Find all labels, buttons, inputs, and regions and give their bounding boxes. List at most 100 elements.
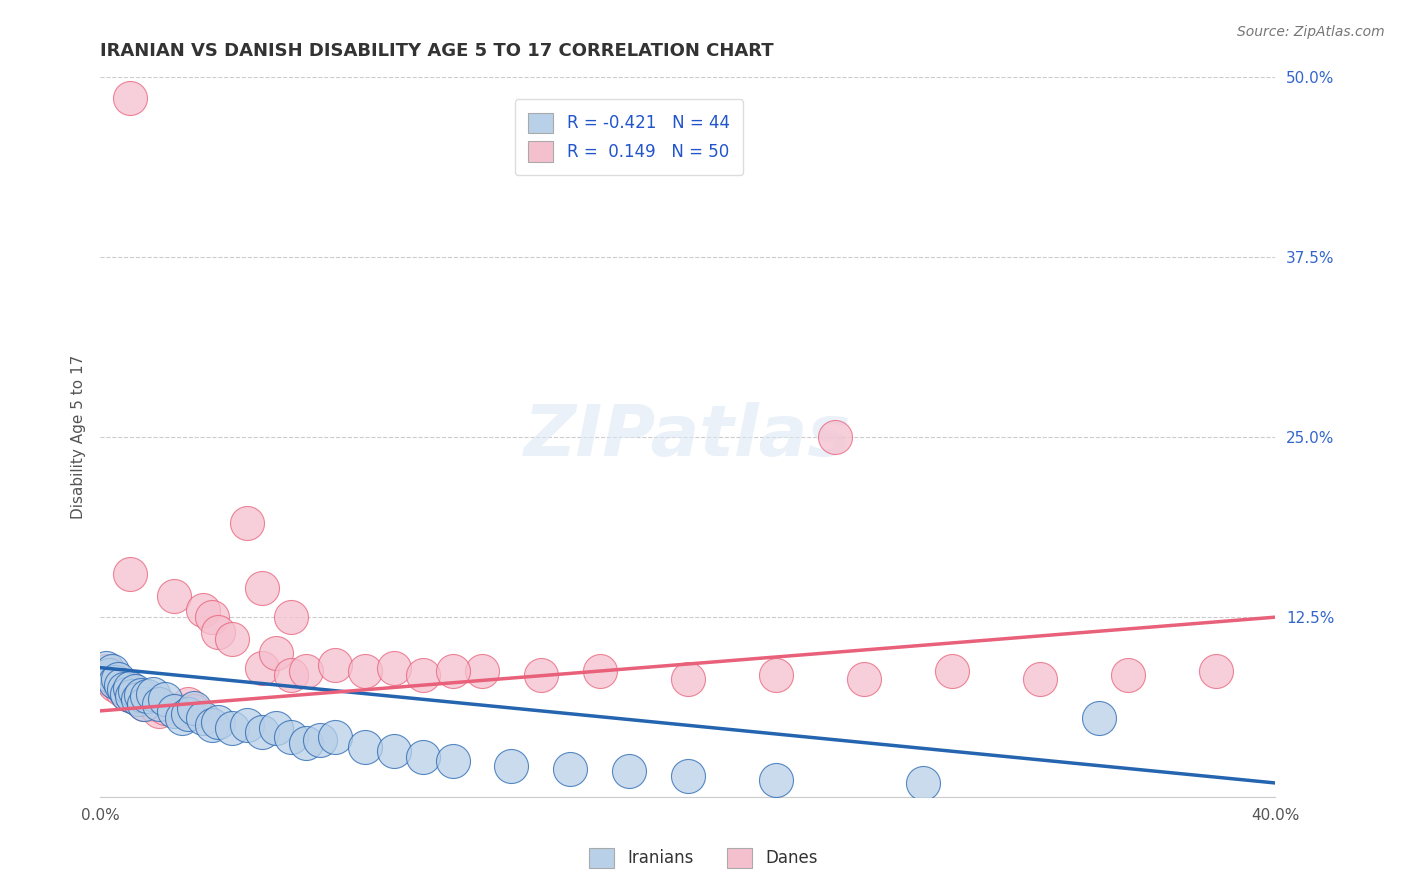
Point — [353, 739, 375, 754]
Point — [148, 704, 170, 718]
Point — [97, 668, 120, 682]
Point — [112, 678, 135, 692]
Point — [110, 682, 132, 697]
Point — [294, 735, 316, 749]
Point — [124, 687, 146, 701]
Point — [441, 664, 464, 678]
Point — [101, 668, 124, 682]
Point — [136, 692, 159, 706]
Point — [280, 610, 302, 624]
Point — [118, 681, 141, 695]
Point — [110, 678, 132, 692]
Point — [1088, 711, 1111, 725]
Point — [101, 664, 124, 678]
Point — [280, 668, 302, 682]
Point — [266, 646, 288, 660]
Point — [107, 672, 129, 686]
Point — [441, 755, 464, 769]
Point — [142, 687, 165, 701]
Point — [134, 697, 156, 711]
Point — [323, 657, 346, 672]
Point — [471, 664, 494, 678]
Point — [121, 690, 143, 704]
Point — [765, 773, 787, 788]
Point — [323, 730, 346, 744]
Point — [676, 672, 699, 686]
Point — [127, 692, 149, 706]
Text: Source: ZipAtlas.com: Source: ZipAtlas.com — [1237, 25, 1385, 39]
Point — [136, 690, 159, 704]
Point — [250, 582, 273, 596]
Legend: R = -0.421   N = 44, R =  0.149   N = 50: R = -0.421 N = 44, R = 0.149 N = 50 — [515, 99, 742, 175]
Point — [191, 711, 214, 725]
Point — [382, 660, 405, 674]
Point — [153, 692, 176, 706]
Point — [560, 762, 582, 776]
Point — [221, 632, 243, 646]
Point — [129, 688, 152, 702]
Point — [280, 730, 302, 744]
Point — [221, 721, 243, 735]
Point — [765, 668, 787, 682]
Point — [1205, 664, 1227, 678]
Point — [162, 704, 184, 718]
Point — [501, 758, 523, 772]
Point — [183, 704, 205, 718]
Point — [94, 660, 117, 674]
Point — [172, 711, 194, 725]
Point — [852, 672, 875, 686]
Point — [129, 690, 152, 704]
Point — [617, 764, 640, 779]
Point — [183, 701, 205, 715]
Point — [824, 430, 846, 444]
Point — [1029, 672, 1052, 686]
Legend: Iranians, Danes: Iranians, Danes — [582, 841, 824, 875]
Point — [201, 718, 224, 732]
Point — [250, 660, 273, 674]
Point — [112, 682, 135, 697]
Point — [148, 697, 170, 711]
Point — [201, 610, 224, 624]
Point — [412, 750, 434, 764]
Point — [104, 675, 127, 690]
Point — [382, 744, 405, 758]
Point — [911, 776, 934, 790]
Point — [107, 675, 129, 690]
Point — [309, 732, 332, 747]
Point — [172, 704, 194, 718]
Point — [97, 672, 120, 686]
Point — [177, 706, 200, 721]
Point — [118, 566, 141, 581]
Point — [127, 692, 149, 706]
Point — [266, 721, 288, 735]
Point — [134, 697, 156, 711]
Point — [412, 668, 434, 682]
Point — [94, 664, 117, 678]
Point — [207, 624, 229, 639]
Point — [294, 664, 316, 678]
Text: IRANIAN VS DANISH DISABILITY AGE 5 TO 17 CORRELATION CHART: IRANIAN VS DANISH DISABILITY AGE 5 TO 17… — [100, 42, 773, 60]
Point — [353, 664, 375, 678]
Point — [121, 690, 143, 704]
Point — [162, 589, 184, 603]
Point — [124, 683, 146, 698]
Point — [177, 697, 200, 711]
Point — [676, 769, 699, 783]
Point — [153, 701, 176, 715]
Text: ZIPatlas: ZIPatlas — [524, 402, 851, 472]
Point — [207, 715, 229, 730]
Point — [588, 664, 610, 678]
Point — [236, 516, 259, 531]
Point — [142, 697, 165, 711]
Point — [115, 687, 138, 701]
Point — [118, 91, 141, 105]
Point — [104, 678, 127, 692]
Point — [530, 668, 553, 682]
Point — [1116, 668, 1139, 682]
Point — [941, 664, 963, 678]
Point — [191, 603, 214, 617]
Point — [115, 687, 138, 701]
Point — [236, 718, 259, 732]
Point — [250, 725, 273, 739]
Y-axis label: Disability Age 5 to 17: Disability Age 5 to 17 — [72, 355, 86, 519]
